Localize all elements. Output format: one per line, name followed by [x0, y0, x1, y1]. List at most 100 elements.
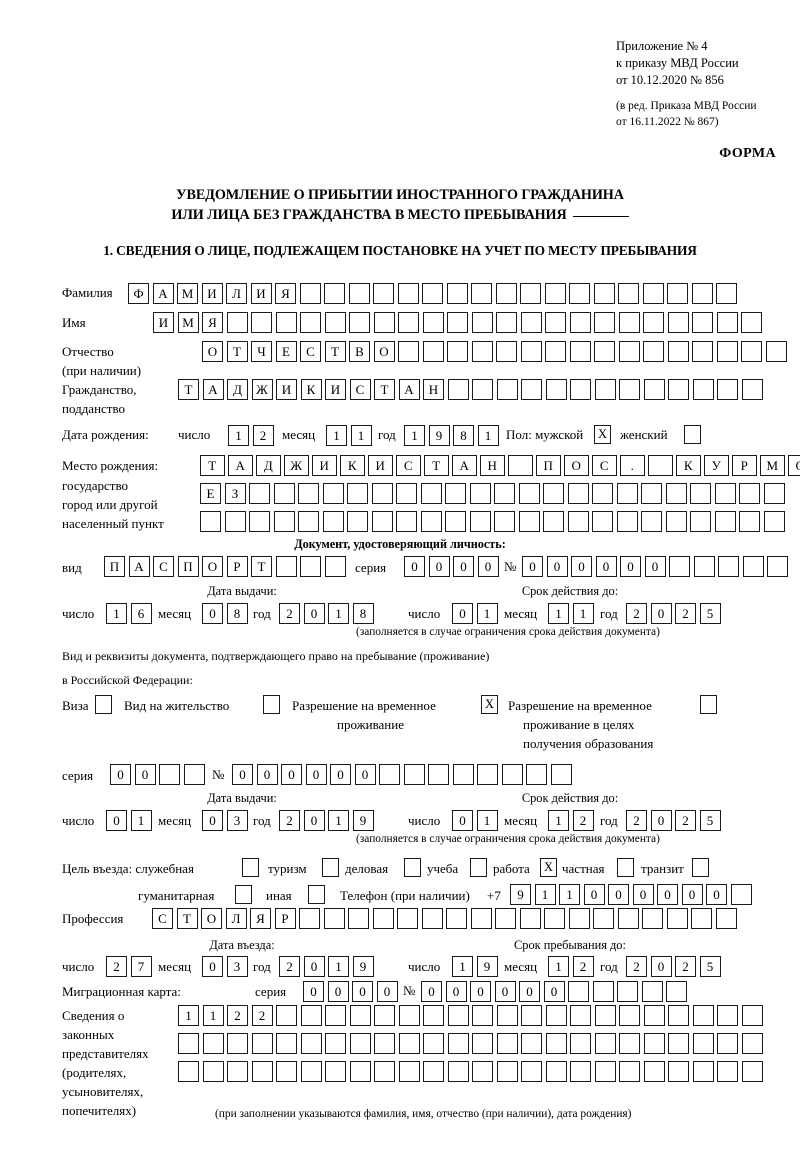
char-cell[interactable]: О — [201, 908, 222, 929]
char-cell[interactable]: А — [398, 379, 420, 400]
char-cell[interactable]: 1 — [559, 884, 580, 905]
char-cell[interactable] — [594, 1061, 616, 1082]
char-cell[interactable]: 0 — [256, 764, 278, 785]
char-cell[interactable] — [716, 341, 738, 362]
char-cell[interactable]: А — [228, 455, 253, 476]
char-cell[interactable] — [445, 483, 466, 504]
char-cell[interactable]: Т — [374, 379, 395, 400]
char-cell[interactable] — [496, 1005, 518, 1026]
char-cell[interactable] — [765, 341, 787, 362]
char-cell[interactable] — [716, 312, 738, 333]
char-cell[interactable]: К — [340, 455, 365, 476]
char-cell[interactable]: И — [250, 283, 272, 304]
char-cell[interactable]: 0 — [650, 956, 672, 977]
char-cell[interactable] — [227, 1061, 248, 1082]
char-cell[interactable] — [641, 981, 663, 1002]
char-cell[interactable]: 1 — [452, 956, 473, 977]
char-cell[interactable]: 1 — [202, 1005, 224, 1026]
char-cell[interactable] — [372, 908, 394, 929]
char-cell[interactable]: Т — [200, 455, 225, 476]
char-cell[interactable]: Т — [324, 341, 346, 362]
char-cell[interactable]: 0 — [202, 956, 223, 977]
char-cell[interactable]: 0 — [706, 884, 727, 905]
char-cell[interactable]: 9 — [510, 884, 531, 905]
char-cell[interactable] — [398, 1033, 420, 1054]
char-cell[interactable] — [520, 312, 542, 333]
char-cell[interactable] — [742, 556, 764, 577]
char-cell[interactable]: 3 — [226, 956, 248, 977]
char-cell[interactable]: 0 — [595, 556, 617, 577]
char-cell[interactable]: 0 — [620, 556, 641, 577]
char-cell[interactable] — [570, 1061, 591, 1082]
char-cell[interactable]: Я — [202, 312, 223, 333]
char-cell[interactable]: Т — [226, 341, 248, 362]
char-cell[interactable]: 0 — [650, 603, 672, 624]
purpose-work-checkbox[interactable]: X — [540, 858, 557, 877]
char-cell[interactable] — [322, 511, 344, 532]
char-cell[interactable] — [496, 379, 518, 400]
char-cell[interactable] — [371, 511, 393, 532]
char-cell[interactable] — [325, 1005, 346, 1026]
purpose-official-checkbox[interactable] — [242, 858, 259, 877]
char-cell[interactable] — [249, 511, 270, 532]
char-cell[interactable] — [715, 908, 737, 929]
char-cell[interactable]: 0 — [202, 603, 223, 624]
char-cell[interactable]: Е — [200, 483, 221, 504]
char-cell[interactable]: 0 — [352, 981, 373, 1002]
char-cell[interactable] — [643, 1005, 665, 1026]
char-cell[interactable] — [447, 1061, 469, 1082]
char-cell[interactable] — [251, 1033, 273, 1054]
char-cell[interactable] — [349, 1005, 371, 1026]
char-cell[interactable] — [349, 1061, 371, 1082]
char-cell[interactable] — [716, 283, 737, 304]
char-cell[interactable] — [323, 908, 345, 929]
char-cell[interactable] — [717, 379, 738, 400]
char-cell[interactable] — [300, 1061, 322, 1082]
temp-education-checkbox[interactable] — [700, 695, 717, 714]
char-cell[interactable] — [592, 483, 613, 504]
char-cell[interactable] — [690, 511, 711, 532]
char-cell[interactable] — [763, 483, 785, 504]
char-cell[interactable]: И — [276, 379, 297, 400]
char-cell[interactable] — [251, 312, 272, 333]
char-cell[interactable]: 8 — [352, 603, 374, 624]
char-cell[interactable] — [592, 511, 613, 532]
char-cell[interactable] — [545, 379, 567, 400]
char-cell[interactable] — [518, 511, 540, 532]
char-cell[interactable]: 8 — [226, 603, 248, 624]
char-cell[interactable] — [496, 312, 517, 333]
char-cell[interactable] — [251, 1061, 273, 1082]
purpose-study-checkbox[interactable] — [470, 858, 487, 877]
char-cell[interactable] — [420, 483, 442, 504]
char-cell[interactable] — [178, 1033, 199, 1054]
char-cell[interactable]: Н — [423, 379, 444, 400]
char-cell[interactable]: Ч — [251, 341, 272, 362]
char-cell[interactable]: 0 — [681, 884, 703, 905]
char-cell[interactable]: А — [202, 379, 224, 400]
char-cell[interactable] — [518, 483, 540, 504]
char-cell[interactable] — [275, 312, 297, 333]
char-cell[interactable]: П — [177, 556, 199, 577]
char-cell[interactable]: 1 — [326, 425, 347, 446]
char-cell[interactable]: Н — [480, 455, 505, 476]
char-cell[interactable] — [397, 908, 418, 929]
char-cell[interactable] — [545, 1033, 567, 1054]
purpose-business-checkbox[interactable] — [404, 858, 421, 877]
char-cell[interactable]: 1 — [404, 425, 425, 446]
char-cell[interactable]: 0 — [452, 603, 473, 624]
char-cell[interactable]: Д — [227, 379, 248, 400]
char-cell[interactable] — [617, 981, 638, 1002]
char-cell[interactable] — [452, 764, 474, 785]
char-cell[interactable] — [470, 908, 492, 929]
char-cell[interactable] — [446, 283, 468, 304]
char-cell[interactable]: 1 — [548, 956, 569, 977]
char-cell[interactable]: 5 — [699, 956, 721, 977]
birthplace-row-3-cells[interactable] — [200, 511, 785, 532]
purpose-transit-checkbox[interactable] — [692, 858, 709, 877]
char-cell[interactable]: 0 — [281, 764, 302, 785]
